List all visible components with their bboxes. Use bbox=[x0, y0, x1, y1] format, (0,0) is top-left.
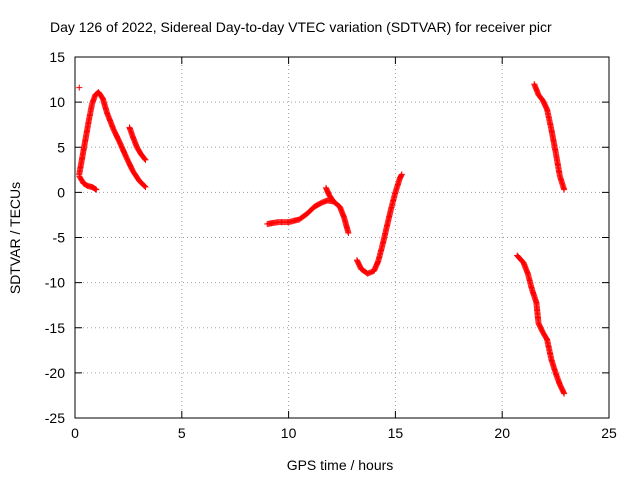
y-tick-label: -15 bbox=[45, 320, 65, 336]
data-track bbox=[76, 173, 100, 193]
data-point-marker bbox=[142, 183, 149, 190]
data-track bbox=[514, 252, 568, 397]
y-tick-label: 0 bbox=[57, 184, 65, 200]
data-track bbox=[126, 124, 149, 163]
data-point-marker bbox=[329, 197, 336, 204]
x-tick-label: 25 bbox=[601, 425, 617, 441]
x-tick-label: 20 bbox=[494, 425, 510, 441]
axis-ticks: 0 5 10 15 20 25 -25 -20 -15 -10 -5 0 5 10 15 bbox=[45, 49, 617, 441]
chart-title: Day 126 of 2022, Sidereal Day-to-day VTE… bbox=[50, 19, 552, 35]
y-tick-label: 5 bbox=[57, 139, 65, 155]
data-track bbox=[353, 171, 405, 277]
data-point-marker bbox=[141, 183, 148, 190]
y-tick-label: -10 bbox=[45, 275, 65, 291]
y-tick-label: -5 bbox=[53, 230, 66, 246]
data-track bbox=[322, 184, 337, 205]
data-point-marker bbox=[345, 229, 352, 236]
data-track bbox=[264, 197, 352, 236]
x-tick-label: 0 bbox=[71, 425, 79, 441]
data-point-marker bbox=[561, 390, 568, 397]
data-track bbox=[76, 89, 149, 190]
x-tick-label: 15 bbox=[388, 425, 404, 441]
data-point-marker bbox=[141, 155, 148, 162]
y-tick-label: 15 bbox=[49, 49, 65, 65]
y-tick-label: -25 bbox=[45, 410, 65, 426]
data-track bbox=[531, 81, 568, 193]
data-point-marker bbox=[330, 198, 337, 205]
y-tick-label: -20 bbox=[45, 365, 65, 381]
data-point-marker bbox=[398, 171, 405, 178]
data-point-marker bbox=[92, 186, 99, 193]
x-tick-label: 5 bbox=[178, 425, 186, 441]
grid-lines bbox=[75, 57, 609, 418]
data-points bbox=[76, 81, 568, 397]
x-tick-label: 10 bbox=[281, 425, 297, 441]
data-point-marker bbox=[93, 186, 100, 193]
y-tick-label: 10 bbox=[49, 94, 65, 110]
data-point-marker bbox=[142, 156, 149, 163]
y-axis-label: SDTVAR / TECUs bbox=[7, 182, 23, 294]
data-point-marker bbox=[561, 186, 568, 193]
data-track bbox=[76, 84, 83, 91]
x-axis-label: GPS time / hours bbox=[287, 457, 394, 473]
data-point-marker bbox=[76, 84, 83, 91]
